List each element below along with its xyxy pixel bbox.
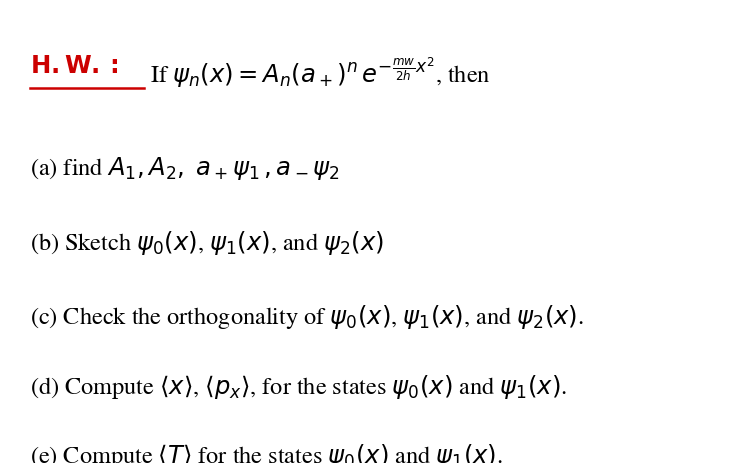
Text: (d) Compute $\langle x \rangle$, $\langle p_x \rangle$, for the states $\psi_0(x: (d) Compute $\langle x \rangle$, $\langl… — [30, 373, 567, 400]
Text: (e) Compute $\langle T \rangle$ for the states $\psi_0(x)$ and $\psi_1(x)$.: (e) Compute $\langle T \rangle$ for the … — [30, 442, 503, 463]
Text: (c) Check the orthogonality of $\psi_0(x)$, $\psi_1(x)$, and $\psi_2(x)$.: (c) Check the orthogonality of $\psi_0(x… — [30, 303, 584, 331]
Text: (b) Sketch $\psi_0(x)$, $\psi_1(x)$, and $\psi_2(x)$: (b) Sketch $\psi_0(x)$, $\psi_1(x)$, and… — [30, 229, 384, 257]
Text: $\mathbf{H.W.:}$: $\mathbf{H.W.:}$ — [30, 56, 118, 78]
Text: (a) find $A_1, A_2, \; a_+\psi_1 \, , a_-\psi_2$: (a) find $A_1, A_2, \; a_+\psi_1 \, , a_… — [30, 155, 340, 182]
Text: If $\psi_n(x) = A_n(a_+)^n \, e^{-\frac{mw}{2h}x^2}$, then: If $\psi_n(x) = A_n(a_+)^n \, e^{-\frac{… — [151, 56, 491, 90]
